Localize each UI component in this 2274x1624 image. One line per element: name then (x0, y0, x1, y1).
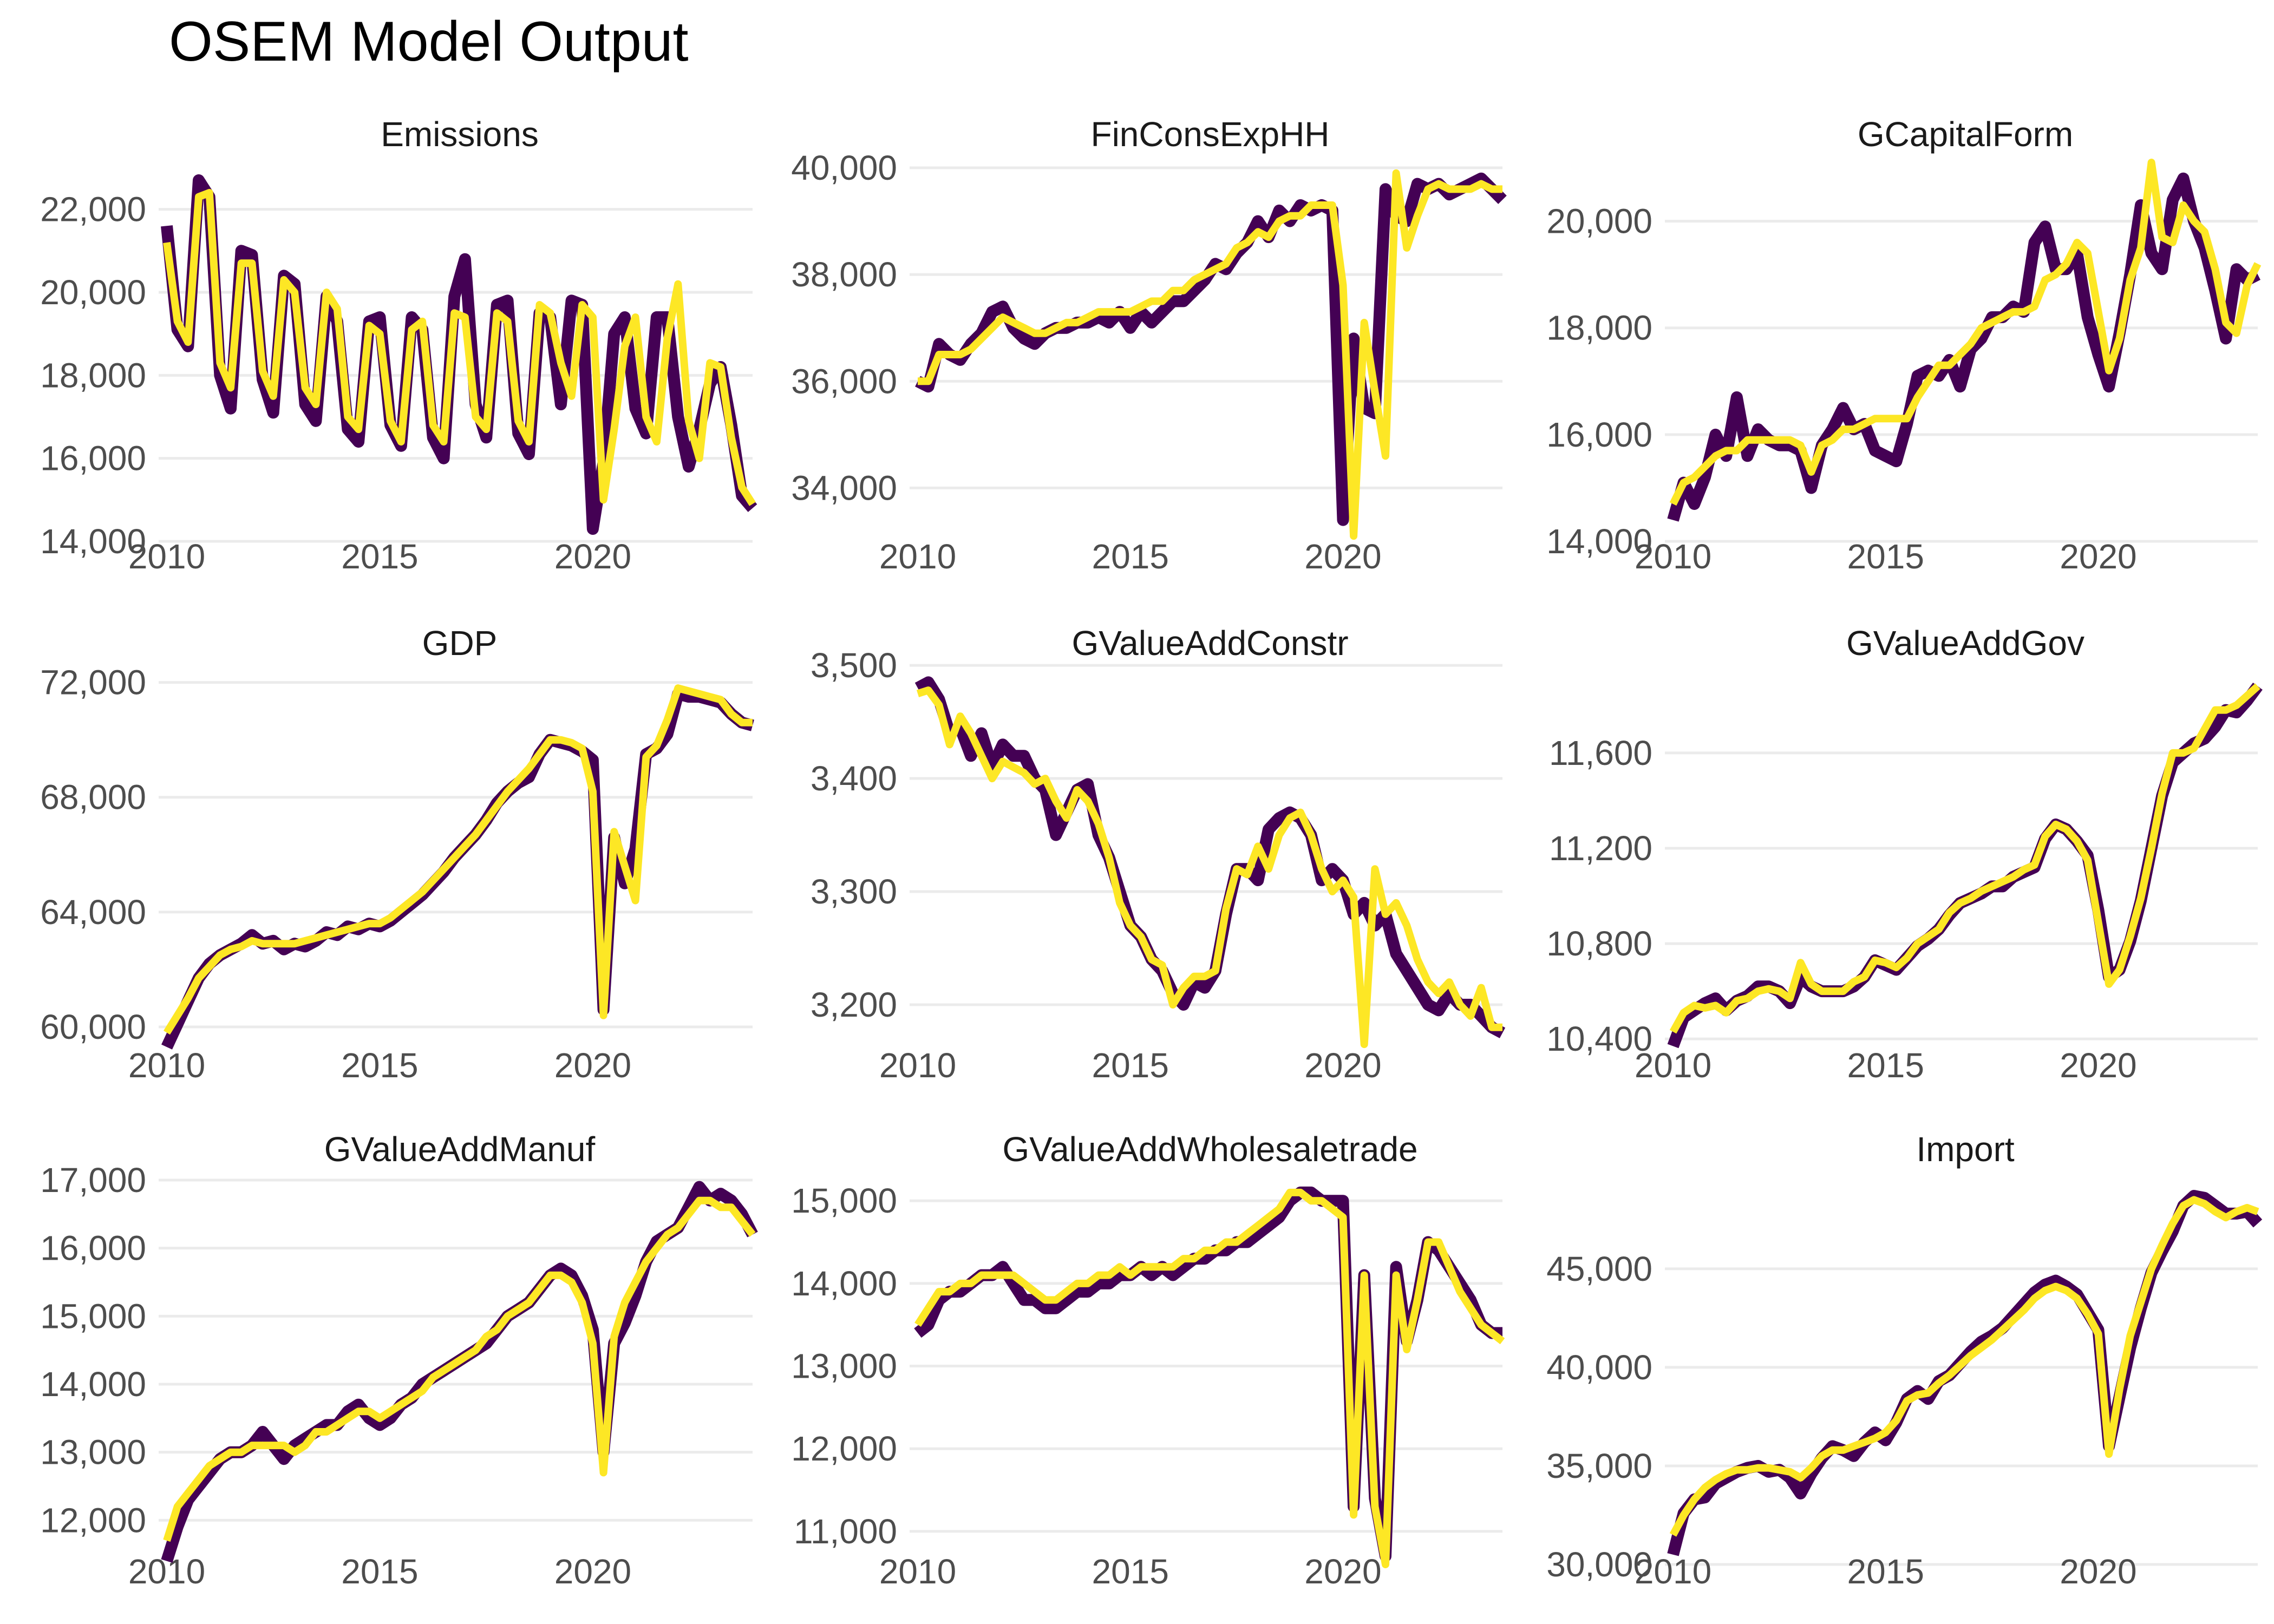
y-tick-label: 16,000 (40, 439, 146, 478)
series-line-yellow (1669, 683, 2260, 1034)
y-tick-label: 13,000 (791, 1347, 897, 1386)
facet-title: GValueAddConstr (1071, 624, 1348, 663)
x-tick-label: 2015 (1092, 537, 1169, 576)
panel-gvalueaddwholesaletrade: GValueAddWholesaletrade 11,000 12,000 13,00… (791, 1130, 1505, 1591)
y-tick-label: 22,000 (40, 190, 146, 229)
series-line-yellow (1669, 1196, 2259, 1537)
y-tick-label: 12,000 (791, 1429, 897, 1468)
y-tick-label: 14,000 (40, 1365, 146, 1404)
y-tick-label: 35,000 (1546, 1446, 1652, 1485)
x-tick-label: 2010 (1635, 1552, 1711, 1591)
x-tick-label: 2010 (128, 537, 205, 576)
panel-gvalueaddgov: GValueAddGov 10,400 10,800 11,200 11,600 2010… (1546, 624, 2263, 1085)
facet-title: GCapitalForm (1858, 115, 2073, 154)
series-line-purple (1667, 1190, 2263, 1556)
x-tick-label: 2020 (2060, 1046, 2136, 1085)
y-tick-label: 3,400 (811, 759, 897, 798)
x-tick-label: 2015 (1847, 1046, 1924, 1085)
y-tick-label: 60,000 (40, 1007, 146, 1046)
y-tick-label: 17,000 (40, 1161, 146, 1200)
series-line-purple (914, 676, 1506, 1038)
y-tick-label: 11,600 (1549, 734, 1652, 772)
y-tick-label: 16,000 (40, 1229, 146, 1268)
y-tick-label: 30,000 (1546, 1545, 1652, 1584)
x-tick-label: 2010 (128, 1046, 205, 1085)
page-title: OSEM Model Output (169, 10, 689, 73)
y-tick-label: 12,000 (40, 1501, 146, 1540)
x-tick-label: 2010 (879, 1552, 956, 1591)
panel-gvalueaddmanuf: GValueAddManuf 12,000 13,000 14,000 15,000 16… (40, 1130, 758, 1591)
facet-title: GValueAddWholesaletrade (1002, 1130, 1417, 1169)
series-line-yellow (1669, 159, 2262, 506)
y-tick-label: 15,000 (791, 1181, 897, 1220)
series-line-yellow (163, 1196, 756, 1542)
series-line-yellow (916, 686, 1502, 1049)
y-tick-label: 40,000 (1546, 1348, 1652, 1387)
facet-title: Import (1916, 1130, 2015, 1169)
y-tick-label: 18,000 (1546, 309, 1652, 348)
x-tick-label: 2015 (341, 537, 418, 576)
y-tick-label: 20,000 (1546, 202, 1652, 241)
y-tick-label: 14,000 (791, 1264, 897, 1303)
facet-title: GDP (422, 624, 498, 663)
x-tick-label: 2015 (1847, 1552, 1924, 1591)
series-line-yellow (163, 189, 756, 506)
series-line-yellow (164, 684, 753, 1035)
y-tick-label: 3,500 (811, 646, 897, 685)
x-tick-label: 2015 (341, 1552, 418, 1591)
y-tick-label: 10,400 (1546, 1019, 1652, 1058)
x-tick-label: 2020 (554, 1552, 631, 1591)
y-tick-label: 13,000 (40, 1433, 146, 1472)
x-tick-label: 2015 (1092, 1046, 1169, 1085)
x-tick-label: 2015 (341, 1046, 418, 1085)
x-tick-label: 2020 (554, 537, 631, 576)
y-tick-label: 45,000 (1546, 1249, 1652, 1288)
y-tick-label: 3,300 (811, 872, 897, 911)
y-tick-label: 68,000 (40, 778, 146, 817)
x-tick-label: 2010 (879, 537, 956, 576)
x-tick-label: 2020 (1304, 1552, 1381, 1591)
y-tick-label: 3,200 (811, 985, 897, 1024)
panel-finconsexphh: FinConsExpHH 34,000 36,000 38,000 40,000 2010… (791, 115, 1507, 576)
y-tick-label: 64,000 (40, 893, 146, 932)
y-tick-label: 40,000 (791, 148, 897, 187)
x-tick-label: 2015 (1847, 537, 1924, 576)
y-tick-label: 20,000 (40, 273, 146, 312)
y-tick-label: 18,000 (40, 356, 146, 395)
panel-gcapitalform: GCapitalForm 14,000 16,000 18,000 20,000 2010… (1546, 115, 2262, 576)
y-tick-label: 14,000 (1546, 522, 1652, 561)
series-line-purple (161, 687, 754, 1050)
y-tick-label: 10,800 (1546, 924, 1652, 963)
y-tick-label: 14,000 (40, 522, 146, 561)
panel-gvalueaddconstr: GValueAddConstr 3,200 3,300 3,400 3,500 2010 2… (811, 624, 1506, 1085)
x-tick-label: 2010 (1635, 1046, 1711, 1085)
y-tick-label: 16,000 (1546, 415, 1652, 454)
facet-title: FinConsExpHH (1090, 115, 1329, 154)
facet-title: GValueAddManuf (324, 1130, 596, 1169)
series-line-yellow (918, 169, 1502, 540)
y-tick-label: 36,000 (791, 362, 897, 401)
x-tick-label: 2015 (1092, 1552, 1169, 1591)
y-tick-label: 11,200 (1549, 829, 1652, 868)
panel-import: Import 30,000 35,000 40,000 45,000 2010 2015 20… (1546, 1130, 2263, 1591)
y-tick-label: 15,000 (40, 1296, 146, 1335)
x-tick-label: 2010 (1635, 537, 1711, 576)
x-tick-label: 2020 (1304, 537, 1381, 576)
facet-title: Emissions (381, 115, 539, 154)
y-tick-label: 38,000 (791, 255, 897, 294)
panel-emissions: Emissions 14,000 16,000 18,000 20,000 22,000 2… (40, 115, 757, 576)
facet-title: GValueAddGov (1846, 624, 2084, 663)
x-tick-label: 2020 (1304, 1046, 1381, 1085)
y-tick-label: 34,000 (791, 468, 897, 507)
x-tick-label: 2020 (2060, 1552, 2136, 1591)
x-tick-label: 2020 (554, 1046, 631, 1085)
series-line-yellow (914, 1188, 1505, 1568)
y-tick-label: 72,000 (40, 663, 146, 702)
y-tick-label: 11,000 (794, 1512, 897, 1551)
x-tick-label: 2010 (879, 1046, 956, 1085)
panel-gdp: GDP 60,000 64,000 68,000 72,000 2010 2015 2020 (40, 624, 754, 1085)
x-tick-label: 2020 (2060, 537, 2136, 576)
